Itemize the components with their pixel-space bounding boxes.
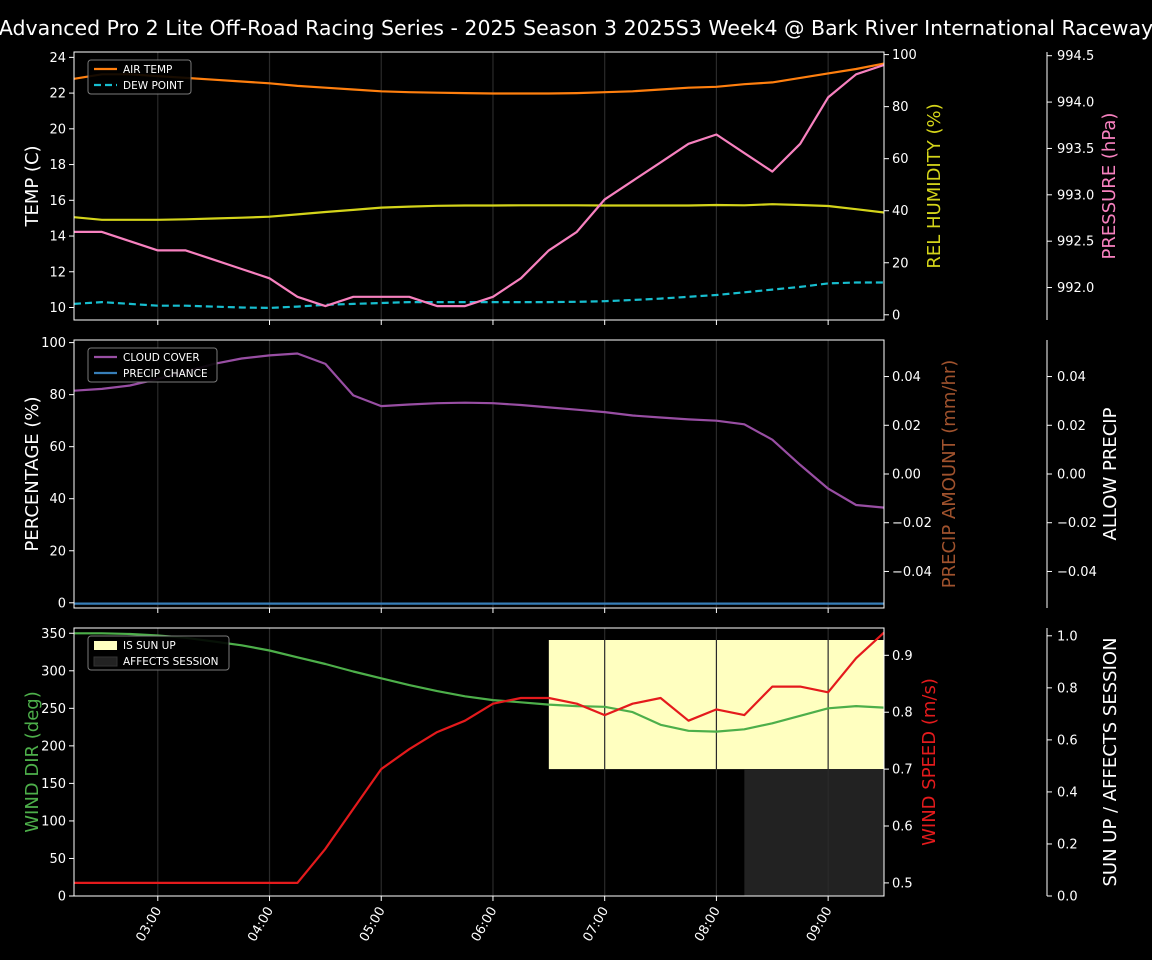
legend-label: PRECIP CHANCE [123,368,208,380]
legend-swatch [94,641,117,650]
panel-cloud-precip-panel: 0 20 40 60 80 100 PERCENTAGE (%) −0.04 −0.02 0.00… [22,336,1121,613]
y-tick-label: 200 [41,739,66,754]
y2-tick-label: 100 [892,48,917,63]
y2-tick-label: 0.04 [892,370,921,385]
y-tick-label: 12 [49,265,66,280]
y2-tick-label: 20 [892,256,909,271]
y3-tick-label: 0.02 [1057,419,1086,434]
y-tick-label: 18 [49,158,66,173]
y3-tick-label: 0.8 [1057,681,1078,696]
series-wind-speed-m-s [74,631,885,885]
legend-label: IS SUN UP [123,640,176,652]
y3-tick-label: 0.00 [1057,468,1086,483]
y3-tick-label: 0.2 [1057,837,1078,852]
y3-tick-label: 0.4 [1057,785,1078,800]
legend-label: DEW POINT [123,80,184,92]
series-pressure-hpa [74,63,885,308]
y2-axis-label: WIND SPEED (m/s) [919,678,940,846]
y2-axis-label: REL HUMIDITY (%) [924,103,945,268]
y-tick-label: 24 [49,51,66,66]
y2-tick-label: 0 [892,308,900,323]
y3-tick-label: 994.0 [1057,96,1094,111]
y3-tick-label: 994.5 [1057,49,1094,64]
y2-tick-label: 0.7 [892,763,913,778]
y2-tick-label: 0.8 [892,706,913,721]
y3-tick-label: 992.0 [1057,281,1094,296]
legend-label: AFFECTS SESSION [123,656,219,668]
y2-tick-label: 40 [892,204,909,219]
legend-label: AIR TEMP [123,64,172,76]
y-axis-label: PERCENTAGE (%) [22,396,43,551]
y-tick-label: 10 [49,301,66,316]
y-tick-label: 100 [41,814,66,829]
series-rel-humidity [73,203,885,221]
chart-panels: 10 12 14 16 18 20 22 24 TEMP (C) 0 20 40 60 80 100 REL … [22,48,1121,944]
y2-tick-label: −0.04 [892,565,932,580]
y-axis-label: WIND DIR (deg) [22,691,43,833]
y-tick-label: 50 [49,852,66,867]
y-tick-label: 60 [49,440,66,455]
y-tick-label: 14 [49,230,66,245]
y2-tick-label: 0.9 [892,649,913,664]
y2-tick-label: 0.6 [892,820,913,835]
y-tick-label: 20 [49,544,66,559]
legend-swatch [93,656,118,667]
legend: AIR TEMP DEW POINT [87,59,192,95]
y3-tick-label: 0.0 [1057,890,1078,905]
y-tick-label: 16 [49,194,66,209]
y-tick-label: 22 [49,87,66,102]
legend: IS SUN UP AFFECTS SESSION [87,635,230,671]
panel-temperature-panel: 10 12 14 16 18 20 22 24 TEMP (C) 0 20 40 60 80 100 REL … [22,48,1120,325]
y2-axis-label: PRECIP AMOUNT (mm/hr) [939,360,960,589]
y-tick-label: 20 [49,122,66,137]
y-tick-label: 0 [58,596,66,611]
y-tick-label: 40 [49,492,66,507]
y3-tick-label: 993.0 [1057,188,1094,203]
y-tick-label: 250 [41,702,66,717]
y2-tick-label: 80 [892,100,909,115]
chart-title: Advanced Pro 2 Lite Off-Road Racing Seri… [0,16,1152,40]
y3-tick-label: −0.04 [1057,565,1097,580]
affects-session-region [744,769,884,896]
series-air-temp [73,62,885,95]
plot-area [74,52,884,320]
y-axis-label: TEMP (C) [22,145,43,227]
y-tick-label: 0 [58,890,66,905]
y3-tick-label: 0.6 [1057,733,1078,748]
y3-tick-label: 993.5 [1057,142,1094,157]
y-tick-label: 100 [41,336,66,351]
y3-axis-label: PRESSURE (hPa) [1099,113,1120,260]
y2-tick-label: −0.02 [892,516,932,531]
y3-axis-label: SUN UP / AFFECTS SESSION [1100,637,1121,886]
y-tick-label: 80 [49,388,66,403]
y-tick-label: 350 [41,627,66,642]
y3-tick-label: 1.0 [1057,629,1078,644]
plot-frame [73,51,885,321]
legend-label: CLOUD COVER [123,352,200,364]
y-tick-label: 150 [41,777,66,792]
legend-box [87,347,218,383]
y2-tick-label: 60 [892,152,909,167]
legend-box [87,635,230,671]
y-tick-label: 300 [41,664,66,679]
y3-tick-label: −0.02 [1057,516,1097,531]
legend: CLOUD COVER PRECIP CHANCE [87,347,218,383]
y2-tick-label: 0.02 [892,419,921,434]
y3-tick-label: 0.04 [1057,370,1086,385]
y2-tick-label: 0.00 [892,468,921,483]
y3-tick-label: 992.5 [1057,235,1094,250]
y3-axis-label: ALLOW PRECIP [1100,407,1121,540]
plot-frame [73,627,885,897]
plot-area [74,340,884,608]
series-dew-point [73,281,884,309]
y2-tick-label: 0.5 [892,876,913,891]
